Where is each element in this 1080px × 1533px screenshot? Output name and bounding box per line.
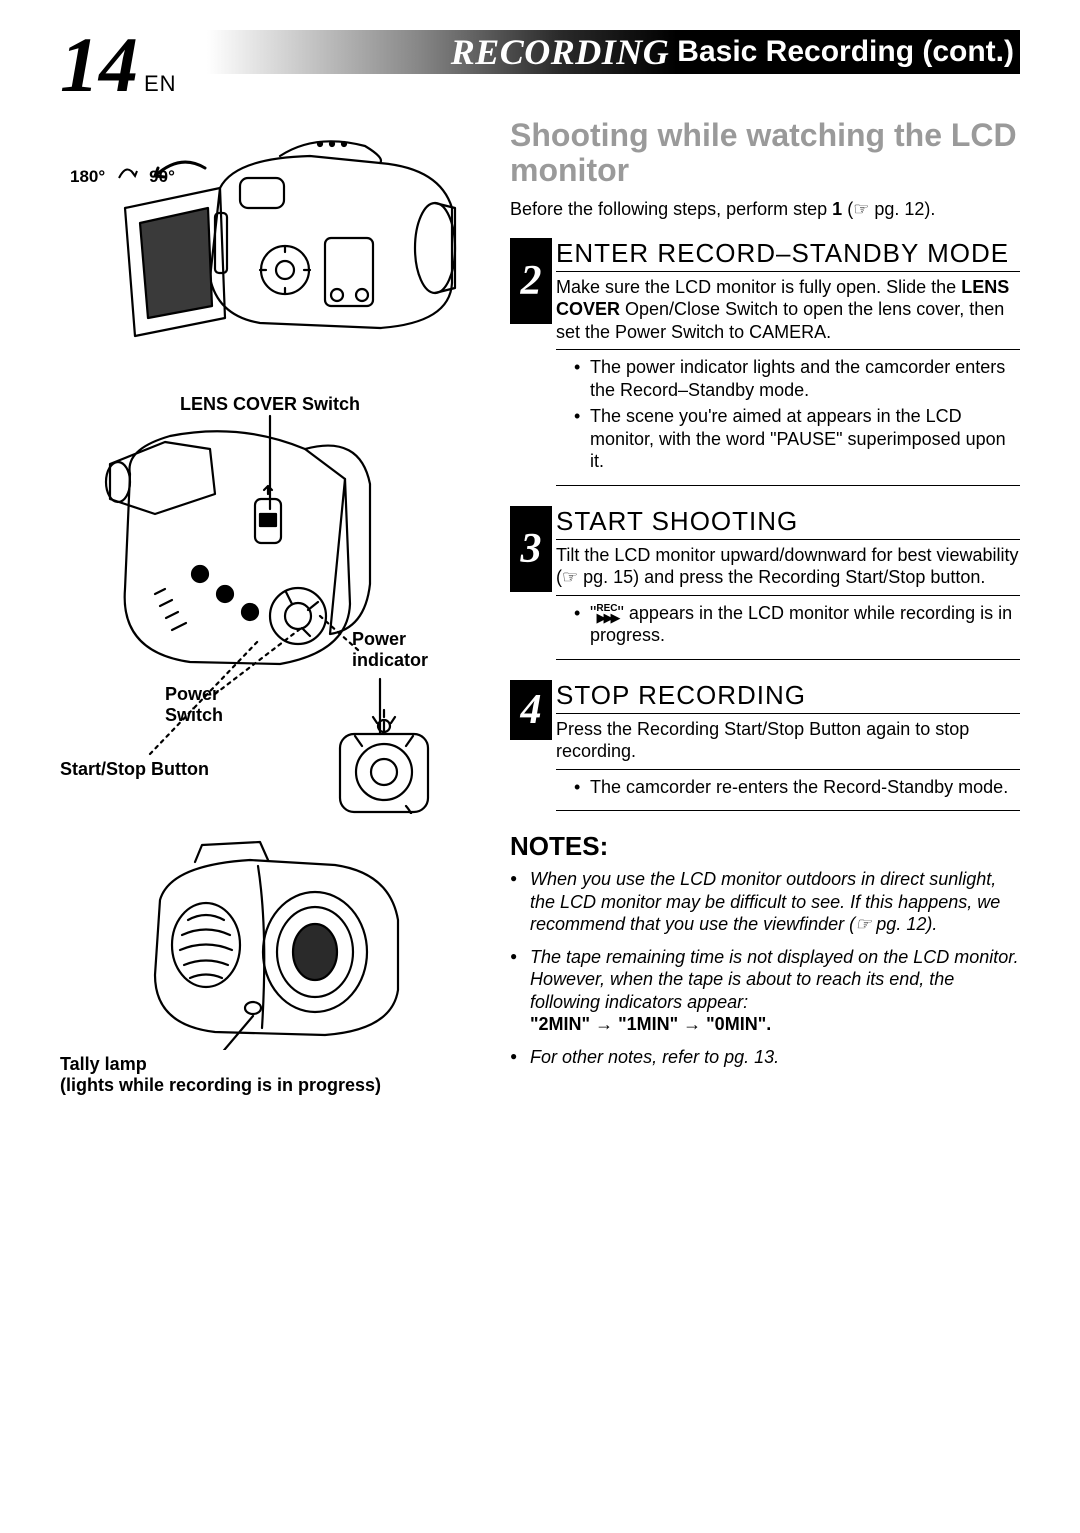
step-2-bullet-1: The power indicator lights and the camco…	[574, 356, 1020, 401]
step-3-body: Tilt the LCD monitor upward/downward for…	[556, 544, 1020, 589]
note-2: The tape remaining time is not displayed…	[510, 946, 1020, 1036]
note-2-sequence: "2MIN" → "1MIN" → "0MIN".	[530, 1014, 771, 1034]
step-2-prefix: Make sure the LCD monitor is fully open.…	[556, 277, 961, 297]
intro-prefix: Before the following steps, perform step	[510, 199, 832, 219]
label-tally-lamp: Tally lamp	[60, 1054, 480, 1075]
figure-camcorder-parts: LENS COVER Switch Power indicator Power …	[60, 394, 480, 814]
page-lang: EN	[144, 71, 177, 97]
step-2-suffix: Open/Close Switch to open the lens cover…	[556, 299, 1004, 342]
figure-tally-lamp: Tally lamp (lights while recording is in…	[60, 840, 480, 1100]
step-2-bullets: The power indicator lights and the camco…	[556, 349, 1020, 486]
step-2-bullet-2: The scene you're aimed at appears in the…	[574, 405, 1020, 473]
angle-180: 180°	[70, 167, 105, 187]
camcorder-lcd-illustration	[80, 118, 460, 358]
note-2-text: The tape remaining time is not displayed…	[530, 947, 1019, 1012]
figures-column: 180° 90°	[60, 118, 480, 1126]
label-start-stop: Start/Stop Button	[60, 759, 209, 780]
step-4: 4 STOP RECORDING Press the Recording Sta…	[556, 680, 1020, 812]
step-4-bullets: The camcorder re-enters the Record-Stand…	[556, 769, 1020, 812]
rec-suffix: " appears in the LCD monitor while recor…	[590, 603, 1012, 646]
instructions-column: Shooting while watching the LCD monitor …	[510, 118, 1020, 1126]
step-num-4: 4	[521, 686, 542, 734]
section-banner-gradient: RECORDING	[207, 30, 678, 74]
intro-step-num: 1	[832, 199, 842, 219]
page-header: 14 EN RECORDING Basic Recording (cont.)	[60, 30, 1020, 100]
label-power-indicator: Power indicator	[352, 629, 462, 671]
step-3-heading: START SHOOTING	[556, 506, 1020, 540]
page-ref-icon: ☞	[853, 199, 869, 220]
step-2-body: Make sure the LCD monitor is fully open.…	[556, 276, 1020, 344]
step-3-bullets: "REC▶▶▶" appears in the LCD monitor whil…	[556, 595, 1020, 660]
intro-pgref: pg. 12).	[874, 199, 935, 219]
step-2: 2 ENTER RECORD–STANDBY MODE Make sure th…	[556, 238, 1020, 486]
note-3: For other notes, refer to pg. 13.	[510, 1046, 1020, 1069]
page-number: 14	[60, 30, 138, 100]
rec-icon: REC▶▶▶	[596, 605, 617, 623]
step-num-3: 3	[521, 525, 542, 573]
label-tally-lamp-desc: (lights while recording is in progress)	[60, 1075, 480, 1096]
section-subtitle: Basic Recording (cont.)	[677, 30, 1020, 74]
label-lens-cover: LENS COVER Switch	[180, 394, 360, 415]
camcorder-parts-illustration	[70, 394, 470, 814]
section-title: RECORDING	[451, 31, 670, 73]
step-3: 3 START SHOOTING Tilt the LCD monitor up…	[556, 506, 1020, 660]
step-4-body: Press the Recording Start/Stop Button ag…	[556, 718, 1020, 763]
page-heading: Shooting while watching the LCD monitor	[510, 118, 1020, 188]
step-num-3-box: 3	[510, 506, 552, 592]
label-power-switch: Power Switch	[165, 684, 245, 726]
step-4-heading: STOP RECORDING	[556, 680, 1020, 714]
step-num-4-box: 4	[510, 680, 552, 740]
notes-heading: NOTES:	[510, 831, 1020, 862]
camcorder-front-illustration	[110, 840, 430, 1050]
step-3-bullet-1: "REC▶▶▶" appears in the LCD monitor whil…	[574, 602, 1020, 647]
step-4-bullet-1: The camcorder re-enters the Record-Stand…	[574, 776, 1020, 799]
rotate-arrow-icon	[115, 164, 139, 189]
note-1: When you use the LCD monitor outdoors in…	[510, 868, 1020, 936]
step-num-2: 2	[521, 257, 542, 305]
notes-list: When you use the LCD monitor outdoors in…	[510, 868, 1020, 1068]
page-number-block: 14 EN	[60, 30, 177, 100]
angle-90: 90°	[149, 167, 175, 187]
figure-lcd-rotate: 180° 90°	[60, 118, 480, 368]
intro-text: Before the following steps, perform step…	[510, 199, 1020, 220]
step-num-2-box: 2	[510, 238, 552, 324]
step-2-heading: ENTER RECORD–STANDBY MODE	[556, 238, 1020, 272]
